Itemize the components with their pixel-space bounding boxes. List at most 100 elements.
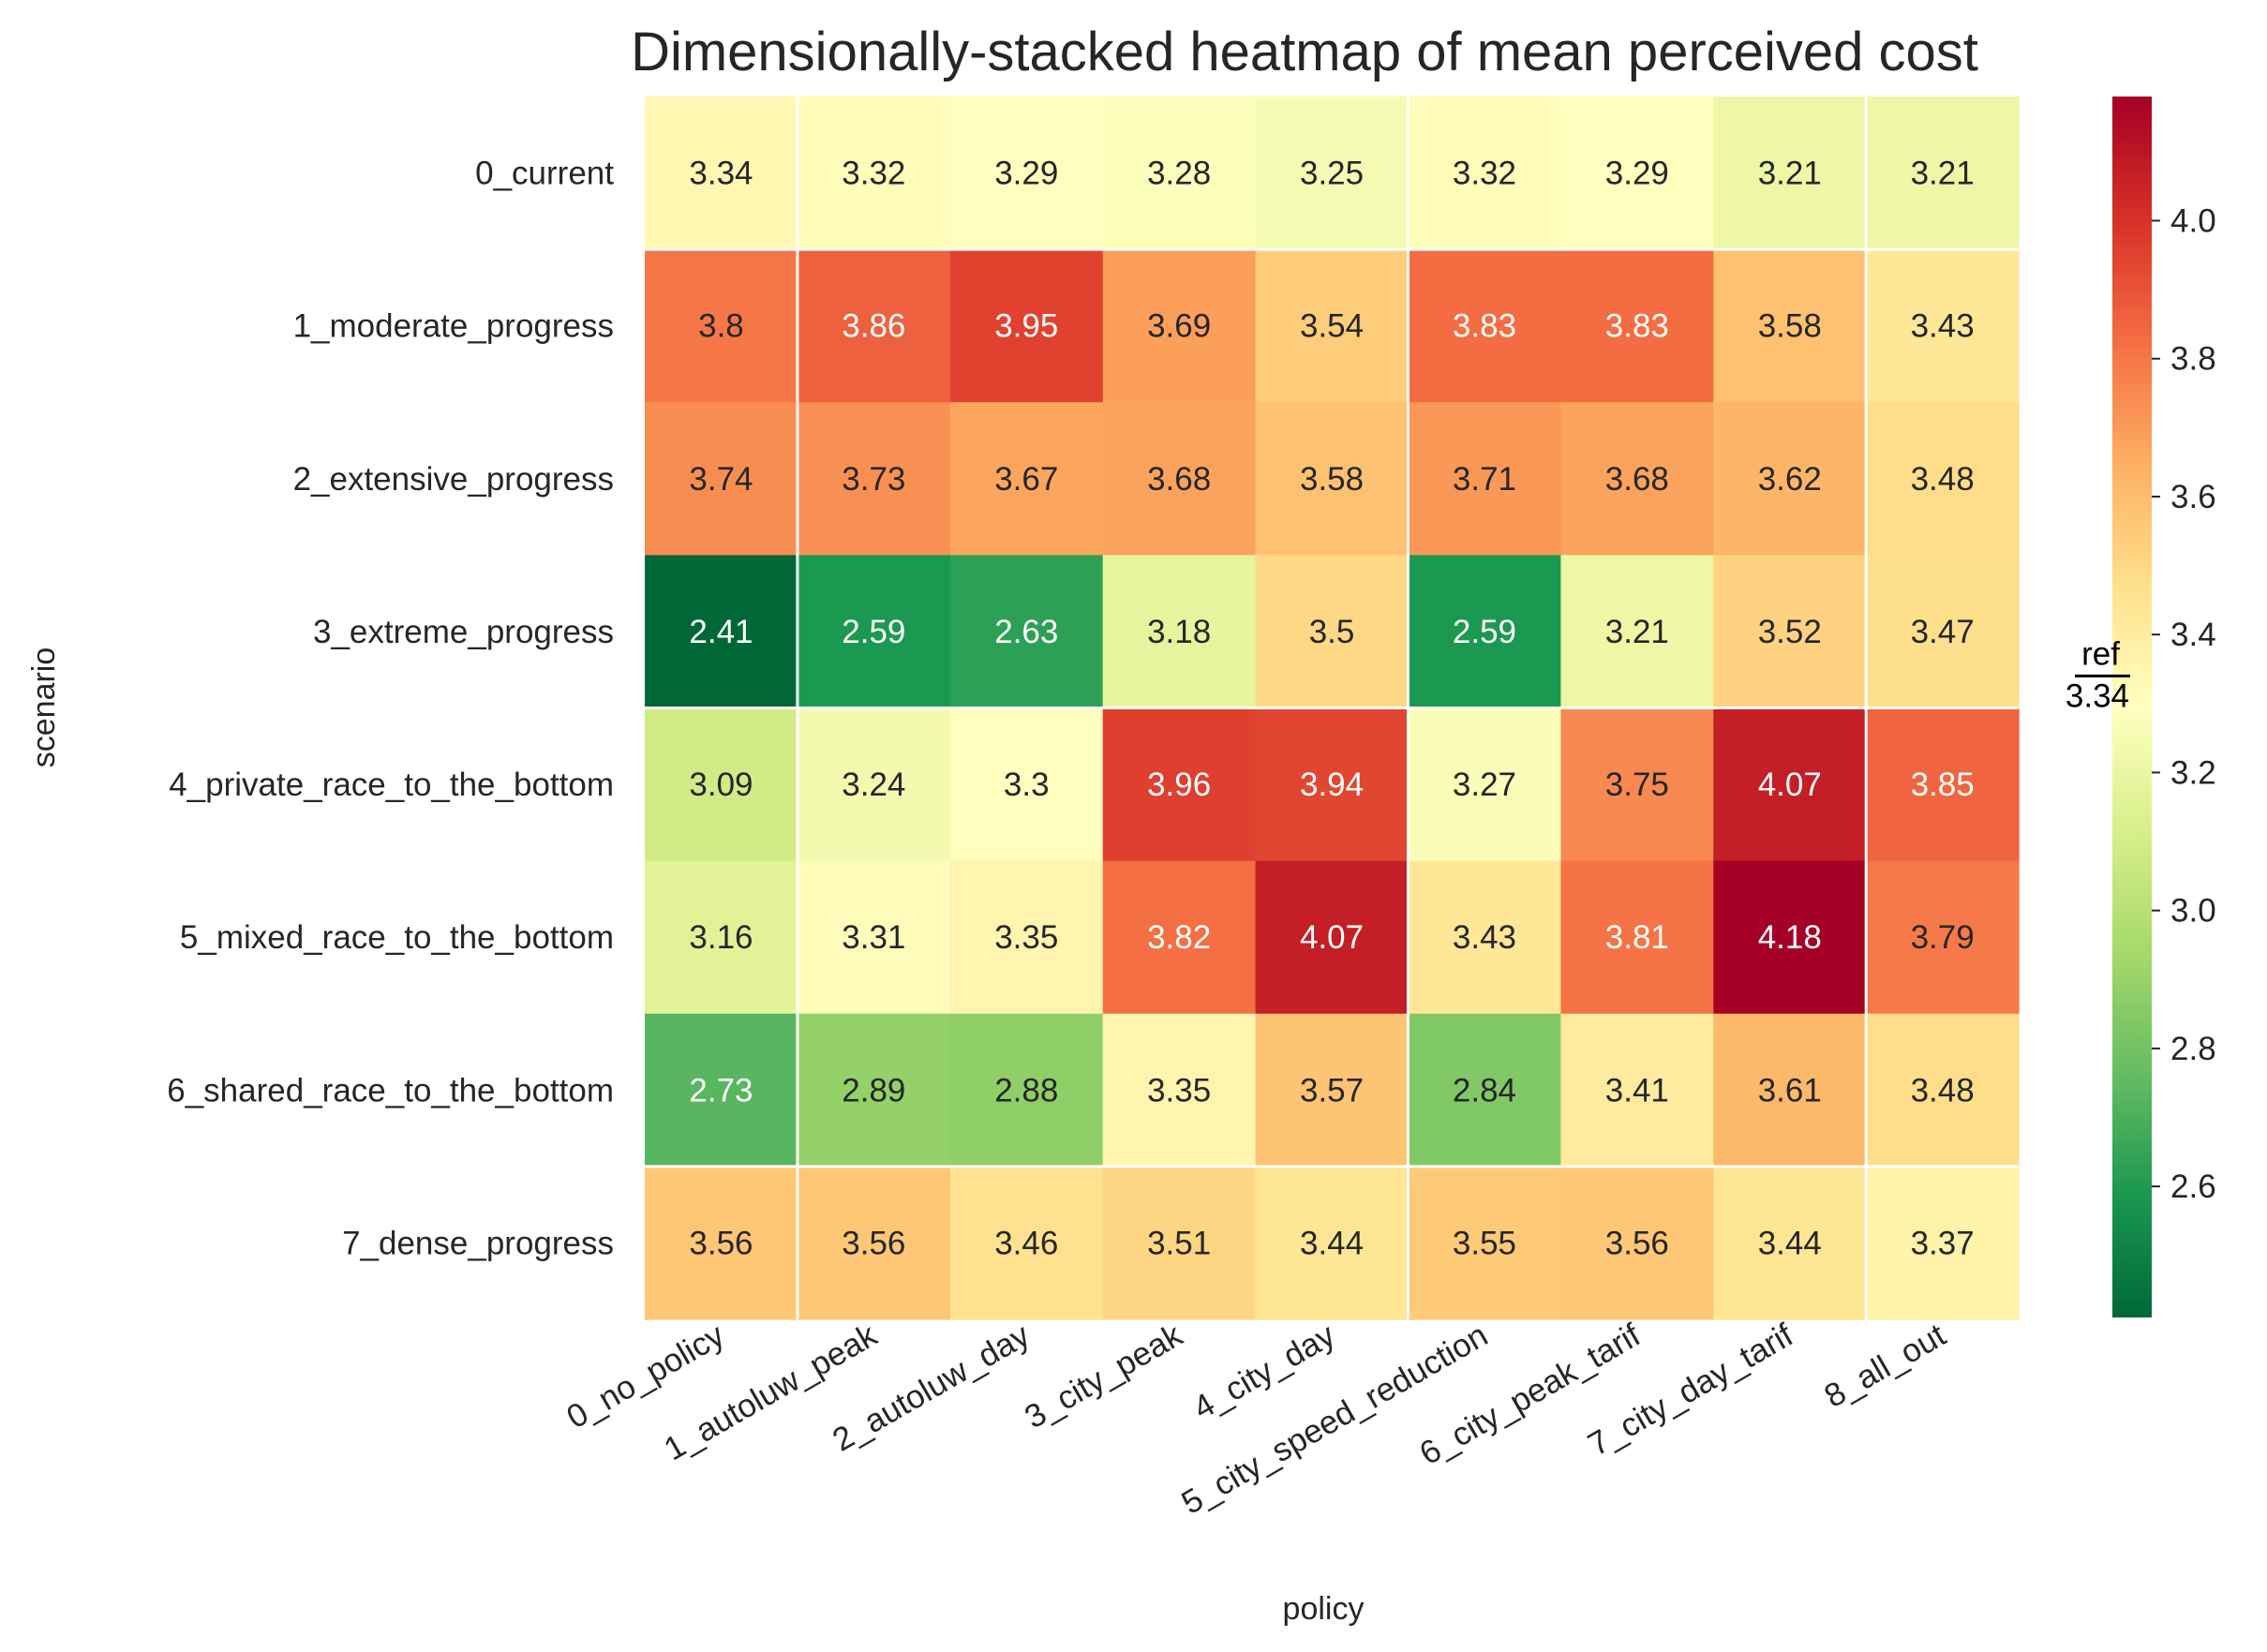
cell-value-label: 2.41 bbox=[689, 614, 753, 650]
cell-value-label: 3.55 bbox=[1453, 1225, 1516, 1261]
y-tick-labels: 0_current 1_moderate_progress 2_extensive_… bbox=[167, 156, 614, 1262]
cell-value-label: 4.07 bbox=[1758, 766, 1822, 803]
y-tick-label: 0_current bbox=[475, 156, 614, 192]
cell-value-label: 3.82 bbox=[1147, 919, 1211, 956]
colorbar-tick-label: 2.8 bbox=[2170, 1031, 2216, 1067]
heatmap-cell bbox=[1408, 97, 1561, 250]
heatmap-cell bbox=[645, 97, 798, 250]
heatmap-cell bbox=[1713, 860, 1867, 1015]
heatmap-cell bbox=[1255, 707, 1409, 862]
cell-value-label: 3.67 bbox=[994, 461, 1058, 498]
cell-value-label: 3.56 bbox=[1605, 1225, 1669, 1261]
cell-value-label: 3.58 bbox=[1758, 308, 1822, 345]
heatmap-cell bbox=[1713, 1013, 1867, 1168]
cell-value-label: 3.29 bbox=[1605, 156, 1669, 192]
cell-value-label: 2.59 bbox=[1453, 614, 1516, 650]
heatmap-cell bbox=[1866, 555, 2020, 709]
heatmap-cell bbox=[1102, 707, 1257, 862]
heatmap-cell bbox=[797, 1166, 951, 1320]
heatmap-cell bbox=[1255, 249, 1409, 403]
heatmap-cell bbox=[1102, 97, 1257, 250]
cell-value-label: 2.73 bbox=[689, 1072, 753, 1109]
heatmap-cell bbox=[1866, 97, 2020, 250]
cell-value-label: 3.24 bbox=[842, 766, 905, 803]
cell-value-label: 3.86 bbox=[842, 308, 905, 345]
y-tick-label: 3_extreme_progress bbox=[313, 614, 614, 650]
cell-value-label: 3.47 bbox=[1911, 614, 1975, 650]
colorbar-tick-label: 3.8 bbox=[2170, 341, 2216, 378]
colorbar-tick-label: 4.0 bbox=[2170, 203, 2216, 240]
heatmap-cell bbox=[1713, 249, 1867, 403]
heatmap-cell bbox=[1866, 402, 2020, 556]
cell-value-label: 3.56 bbox=[842, 1225, 905, 1261]
cell-value-label: 3.95 bbox=[994, 308, 1058, 345]
heatmap-cell bbox=[1255, 1166, 1409, 1320]
cell-value-label: 3.8 bbox=[698, 308, 744, 345]
cell-value-label: 3.54 bbox=[1300, 308, 1364, 345]
heatmap-cell bbox=[1866, 1013, 2020, 1168]
cell-value-label: 3.25 bbox=[1300, 156, 1364, 192]
heatmap-cell bbox=[1255, 555, 1409, 709]
cell-value-label: 3.41 bbox=[1605, 1072, 1669, 1109]
cell-value-label: 2.63 bbox=[994, 614, 1058, 650]
cell-value-label: 3.44 bbox=[1758, 1225, 1822, 1261]
heatmap-cell bbox=[1408, 1166, 1561, 1320]
cell-value-label: 3.28 bbox=[1147, 156, 1211, 192]
heatmap-cell bbox=[797, 402, 951, 556]
heatmap-cell bbox=[1408, 707, 1561, 862]
cell-value-label: 3.44 bbox=[1300, 1225, 1364, 1261]
cell-value-label: 4.07 bbox=[1300, 919, 1364, 956]
cell-value-label: 3.27 bbox=[1453, 766, 1516, 803]
cell-value-label: 3.68 bbox=[1605, 461, 1669, 498]
heatmap-cell bbox=[797, 860, 951, 1015]
cell-value-label: 3.46 bbox=[994, 1225, 1058, 1261]
cell-value-label: 3.79 bbox=[1911, 919, 1975, 956]
cell-value-label: 3.21 bbox=[1605, 614, 1669, 650]
cell-value-label: 2.84 bbox=[1453, 1072, 1516, 1109]
cell-value-label: 3.09 bbox=[689, 766, 753, 803]
colorbar-tick-label: 3.2 bbox=[2170, 754, 2216, 791]
heatmap-cell bbox=[797, 1013, 951, 1168]
colorbar: 2.6 2.8 3.0 3.2 3.4 3.6 3.8 4.0 ref 3.34 bbox=[2066, 97, 2216, 1317]
heatmap-cell bbox=[1560, 860, 1714, 1015]
cell-value-label: 3.31 bbox=[842, 919, 905, 956]
cell-value-label: 4.18 bbox=[1758, 919, 1822, 956]
cell-value-label: 3.21 bbox=[1758, 156, 1822, 192]
heatmap-cell bbox=[949, 97, 1104, 250]
heatmap-cell bbox=[797, 555, 951, 709]
heatmap-cell bbox=[645, 1166, 798, 1320]
colorbar-tick-label: 3.0 bbox=[2170, 893, 2216, 930]
heatmap-cell bbox=[1408, 1013, 1561, 1168]
heatmap-cell bbox=[949, 555, 1104, 709]
heatmap-cell bbox=[797, 249, 951, 403]
cell-value-label: 3.52 bbox=[1758, 614, 1822, 650]
heatmap-cell bbox=[1102, 1166, 1257, 1320]
reference-value: 3.34 bbox=[2066, 677, 2129, 714]
y-tick-label: 2_extensive_progress bbox=[293, 461, 614, 498]
heatmap-cell bbox=[645, 402, 798, 556]
heatmap-cell bbox=[645, 249, 798, 403]
heatmap-cell bbox=[949, 249, 1104, 403]
cell-value-label: 2.89 bbox=[842, 1072, 905, 1109]
cell-value-label: 3.71 bbox=[1453, 461, 1516, 498]
heatmap-cell bbox=[949, 1013, 1104, 1168]
x-axis-label: policy bbox=[1283, 1591, 1365, 1627]
heatmap-cell bbox=[1408, 402, 1561, 556]
heatmap-cell bbox=[1713, 555, 1867, 709]
heatmap-cell bbox=[949, 402, 1104, 556]
heatmap-cell bbox=[1713, 1166, 1867, 1320]
colorbar-tick-label: 3.4 bbox=[2170, 617, 2216, 653]
heatmap-cell bbox=[1102, 402, 1257, 556]
group-separators bbox=[645, 97, 2020, 1319]
colorbar-tick-label: 3.6 bbox=[2170, 479, 2216, 515]
colorbar-gradient bbox=[2112, 97, 2152, 1317]
heatmap-cell bbox=[1866, 1166, 2020, 1320]
cell-value-label: 3.51 bbox=[1147, 1225, 1211, 1261]
heatmap-cell bbox=[1560, 1013, 1714, 1168]
heatmap-cell bbox=[1866, 249, 2020, 403]
x-tick-label: 8_all_out bbox=[1818, 1317, 1952, 1415]
heatmap-cell bbox=[1102, 249, 1257, 403]
cell-value-label: 3.5 bbox=[1309, 614, 1355, 650]
heatmap-cell bbox=[645, 1013, 798, 1168]
